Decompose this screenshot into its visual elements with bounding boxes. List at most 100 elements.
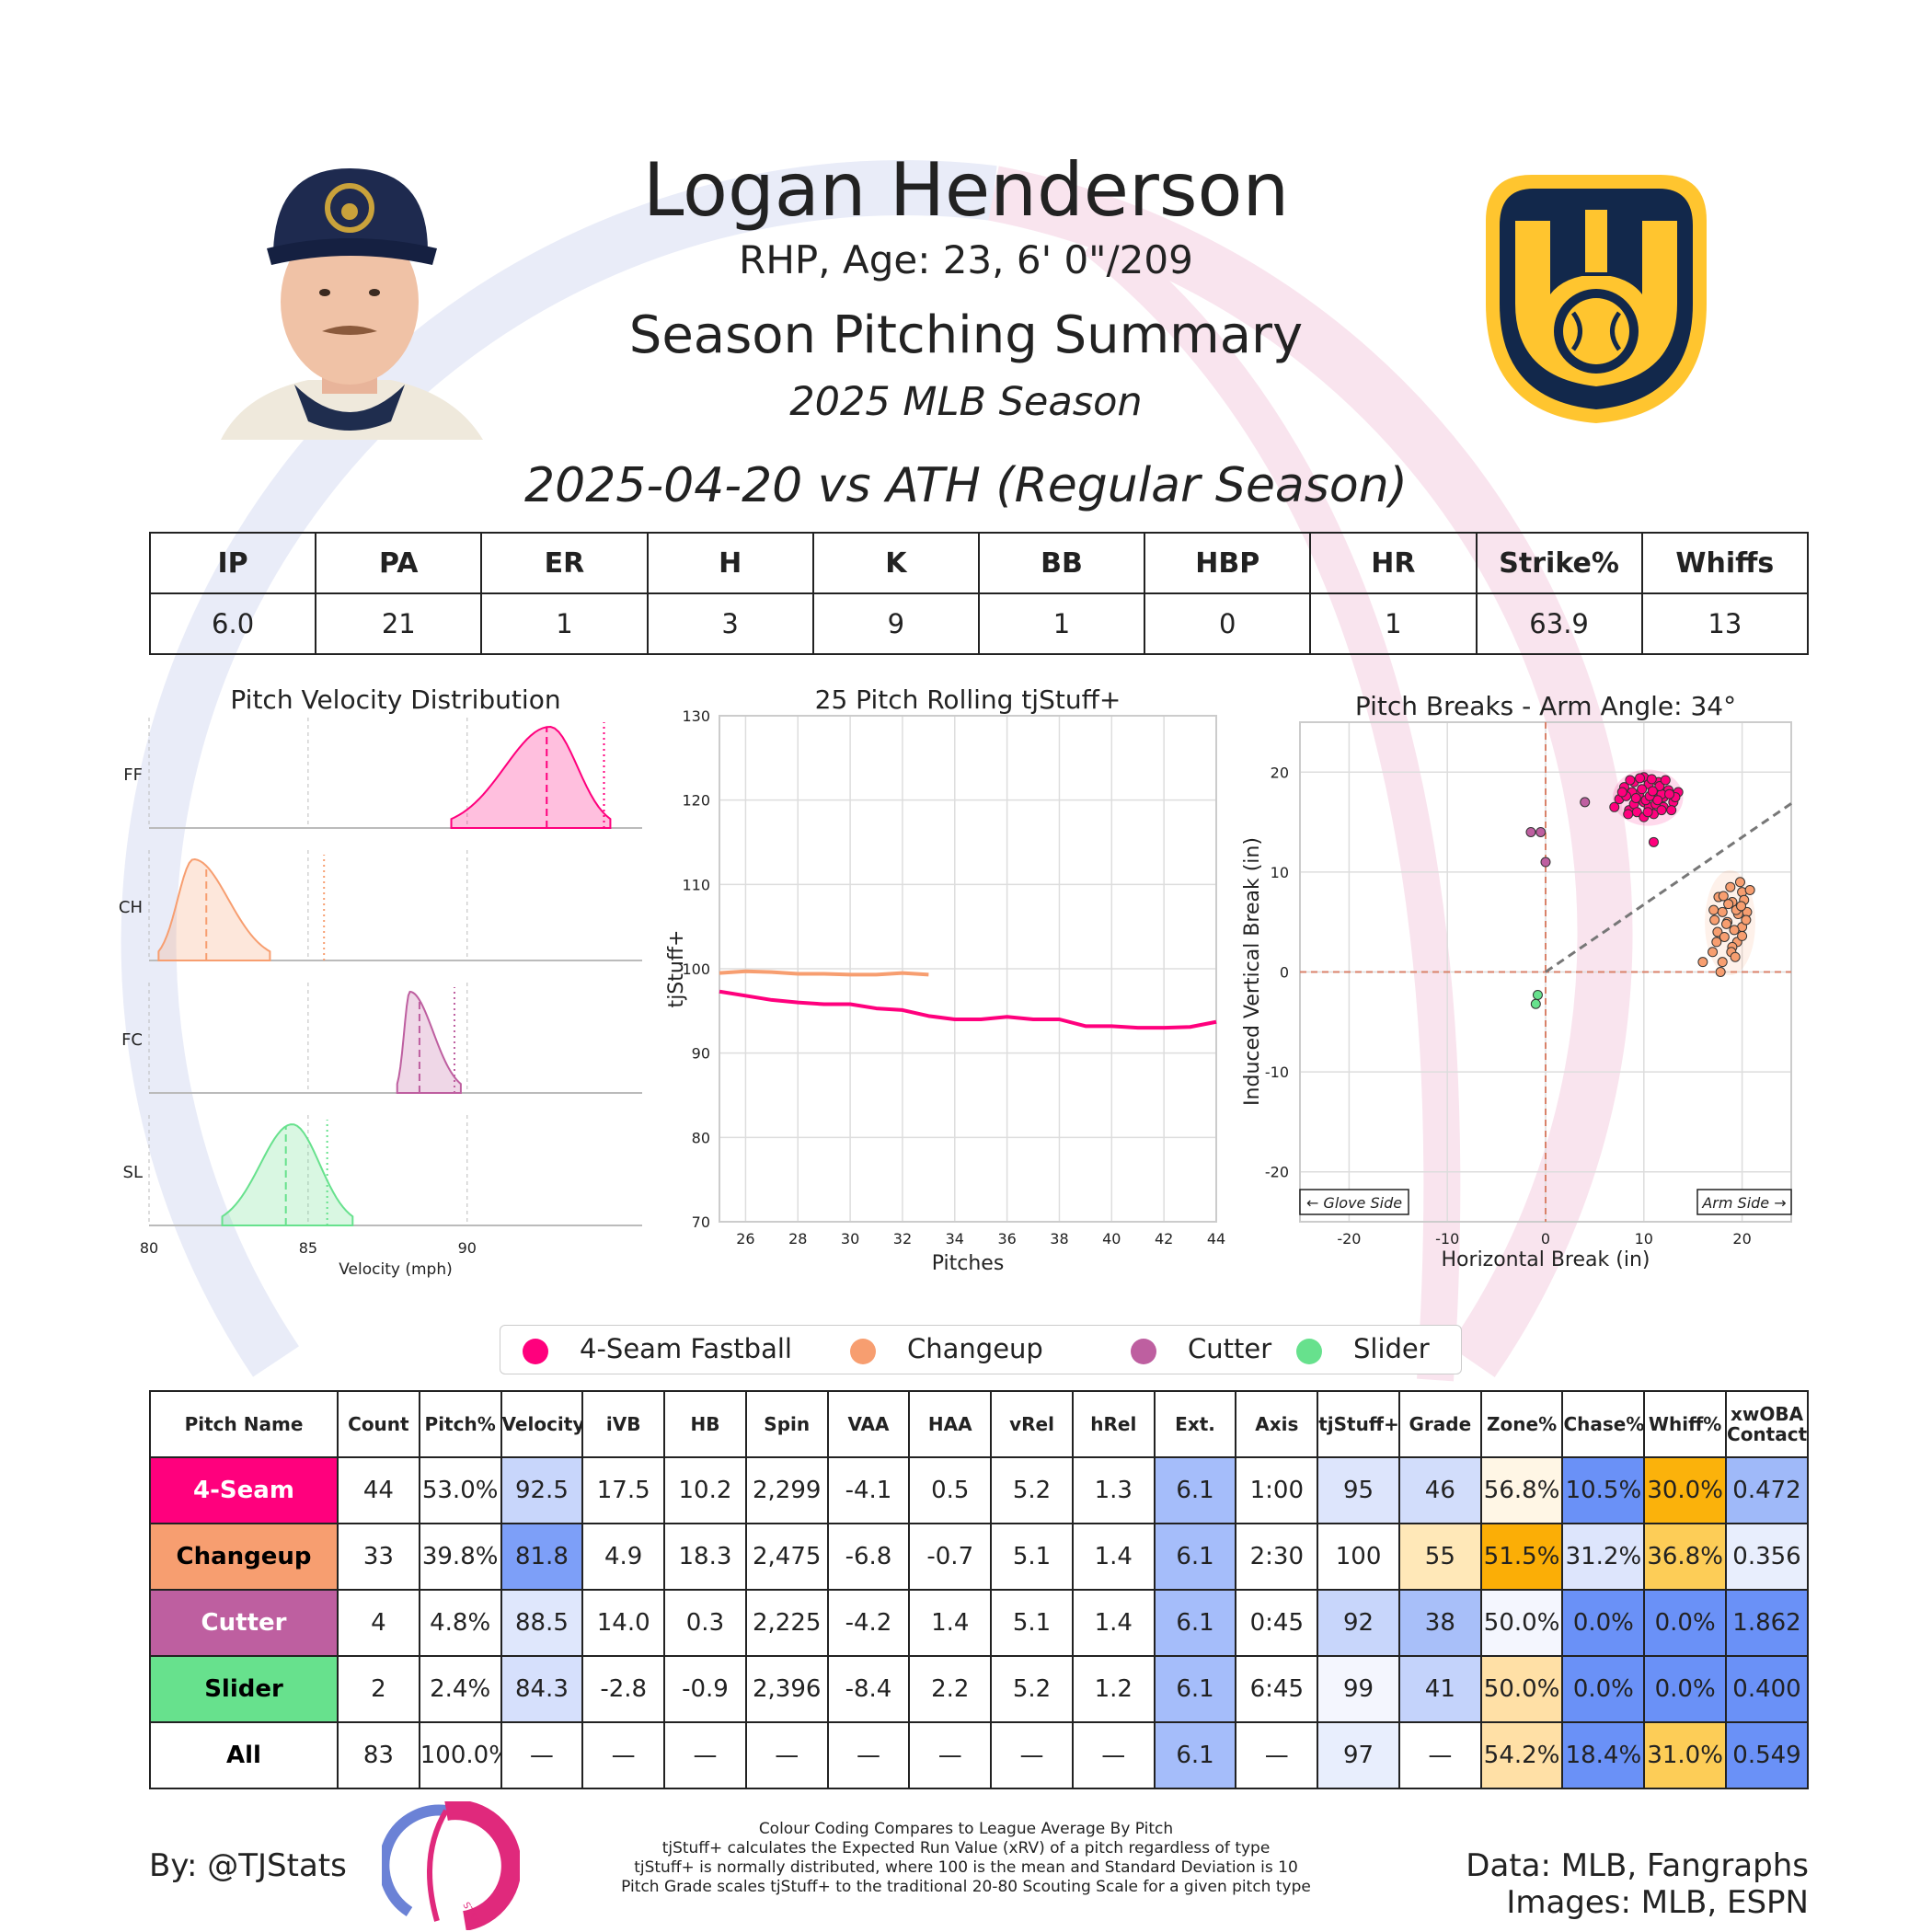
metric-cell: 50.0%: [1479, 1589, 1564, 1657]
chart-title: Pitch Velocity Distribution: [230, 684, 560, 715]
note-line: tjStuff+ calculates the Expected Run Val…: [661, 1839, 1271, 1857]
data-credits: Data: MLB, Fangraphs Images: MLB, ESPN: [1466, 1847, 1809, 1921]
y-tick-label: 90: [692, 1045, 710, 1063]
column-header: HB: [663, 1390, 747, 1458]
metric-cell: —: [663, 1721, 747, 1789]
legend-marker: [523, 1339, 548, 1364]
value-cell: 1: [480, 592, 649, 655]
metric-cell: —: [581, 1721, 666, 1789]
legend-marker: [1296, 1339, 1322, 1364]
metric-cell: 6.1: [1153, 1456, 1237, 1524]
pitch-row: Cutter 4 4.8% 88.5 14.0 0.3 2,225 -4.2 1.4 5.1 1.4…: [149, 1589, 1809, 1657]
metric-cell: 50.0%: [1479, 1655, 1564, 1723]
metric-cell: -2.8: [581, 1655, 666, 1723]
pitch-name-cell: 4-Seam: [149, 1456, 339, 1524]
pitch-break-point: [1535, 826, 1547, 837]
metric-cell: 2:30: [1235, 1523, 1319, 1591]
metric-cell: -4.1: [826, 1456, 911, 1524]
pitch-breaks-chart: Pitch Breaks - Arm Angle: 34° -20 -10 0 10 20…: [1242, 691, 1792, 1271]
metric-cell: 1.3: [1071, 1456, 1156, 1524]
game-stats-value-row: 6.0 21 1 3 9 1 0 1 63.9 13: [148, 592, 1810, 655]
metric-cell: 33: [337, 1523, 420, 1591]
metric-cell: 14.0: [581, 1589, 666, 1657]
pitch-legend: 4-Seam Fastball Changeup Cutter Slider: [500, 1325, 1462, 1374]
metric-cell: —: [826, 1721, 911, 1789]
metric-cell: 84.3: [500, 1655, 584, 1723]
metric-cell: 95: [1317, 1456, 1400, 1524]
x-axis-label: Velocity (mph): [339, 1260, 452, 1279]
x-tick-label: 20: [1732, 1230, 1751, 1248]
column-header: Pitch%: [418, 1390, 502, 1458]
metric-cell: -8.4: [826, 1655, 911, 1723]
y-tick-label: -20: [1265, 1164, 1289, 1181]
metric-cell: —: [744, 1721, 829, 1789]
y-tick-label: 80: [692, 1129, 710, 1146]
column-header: tjStuff+: [1317, 1390, 1400, 1458]
x-tick-label: 0: [1541, 1230, 1550, 1248]
value-cell: 9: [811, 592, 980, 655]
metric-cell: 2: [337, 1655, 420, 1723]
metric-cell: 6:45: [1235, 1655, 1319, 1723]
metric-cell: 1:00: [1235, 1456, 1319, 1524]
y-tick-label: 110: [682, 876, 710, 893]
x-tick-label: 34: [946, 1230, 964, 1248]
pitch-break-point: [1729, 925, 1740, 936]
tjstuff-series-line: [719, 989, 1217, 1030]
chart-title: 25 Pitch Rolling tjStuff+: [815, 684, 1121, 715]
header-cell: H: [646, 532, 814, 594]
column-header: Spin: [744, 1390, 829, 1458]
metric-cell: 31.2%: [1561, 1523, 1646, 1591]
column-header: VAA: [826, 1390, 911, 1458]
header-cell: IP: [148, 532, 317, 594]
pitch-break-point: [1616, 787, 1627, 798]
metric-cell: 0.0%: [1561, 1655, 1646, 1723]
metric-cell: 5.1: [990, 1589, 1074, 1657]
pitch-metrics-table: Pitch Name Count Pitch% Velocity iVB HB Spin VA…: [149, 1390, 1809, 1789]
pitch-break-point: [1637, 784, 1648, 795]
pitch-break-point: [1540, 857, 1551, 868]
metric-cell: 2,225: [744, 1589, 829, 1657]
metric-cell: 0.400: [1725, 1655, 1809, 1723]
metric-cell: 36.8%: [1643, 1523, 1728, 1591]
pitch-break-point: [1717, 957, 1728, 968]
tjstuff-series-line: [719, 969, 929, 977]
metric-cell: 92.5: [500, 1456, 584, 1524]
velocity-distribution-chart: Pitch Velocity Distribution FF CH FC SL 80 85 9…: [119, 684, 642, 1279]
metric-cell: 10.2: [663, 1456, 747, 1524]
x-tick-label: 36: [997, 1230, 1016, 1248]
header-cell: K: [811, 532, 980, 594]
pitch-break-point: [1525, 826, 1536, 837]
column-header: Ext.: [1153, 1390, 1237, 1458]
pitch-row: All83100.0%————————6.1—97—54.2%18.4%31.0…: [149, 1721, 1809, 1789]
game-stats-table: IP PA ER H K BB HBP HR Strike% Whiffs 6.…: [148, 532, 1810, 655]
metric-cell: 53.0%: [418, 1456, 502, 1524]
author-credit: By: @TJStats: [149, 1847, 347, 1884]
metric-cell: 6.1: [1153, 1655, 1237, 1723]
metric-cell: —: [500, 1721, 584, 1789]
pitch-break-point: [1664, 788, 1675, 799]
legend-label: Slider: [1353, 1333, 1430, 1364]
metric-cell: 0.472: [1725, 1456, 1809, 1524]
y-tick-label: 70: [692, 1213, 710, 1231]
metric-cell: 41: [1397, 1655, 1482, 1723]
y-tick-label: 20: [1271, 764, 1289, 781]
metric-cell: 81.8: [500, 1523, 584, 1591]
plot-frame: [719, 715, 1217, 1223]
pitch-break-point: [1736, 901, 1747, 912]
pitch-break-point: [1660, 775, 1671, 786]
legend-label: Changeup: [907, 1333, 1043, 1364]
metric-cell: 97: [1317, 1721, 1400, 1789]
pitch-break-point: [1718, 891, 1729, 902]
pitch-break-point: [1623, 809, 1634, 820]
pitch-break-point: [1666, 805, 1677, 816]
metric-cell: 0.549: [1725, 1721, 1809, 1789]
pitch-break-point: [1715, 967, 1726, 977]
legend-label: Cutter: [1188, 1333, 1272, 1364]
glove-side-label: ← Glove Side: [1306, 1194, 1402, 1212]
metric-cell: 54.2%: [1479, 1721, 1564, 1789]
pitch-name-cell: Slider: [149, 1655, 339, 1723]
pitch-break-point: [1630, 793, 1641, 804]
metric-cell: 51.5%: [1479, 1523, 1564, 1591]
metric-cell: 5.1: [990, 1523, 1074, 1591]
rolling-tjstuff-chart: 25 Pitch Rolling tjStuff+ 70 80 90 100 110 120…: [665, 684, 1225, 1275]
